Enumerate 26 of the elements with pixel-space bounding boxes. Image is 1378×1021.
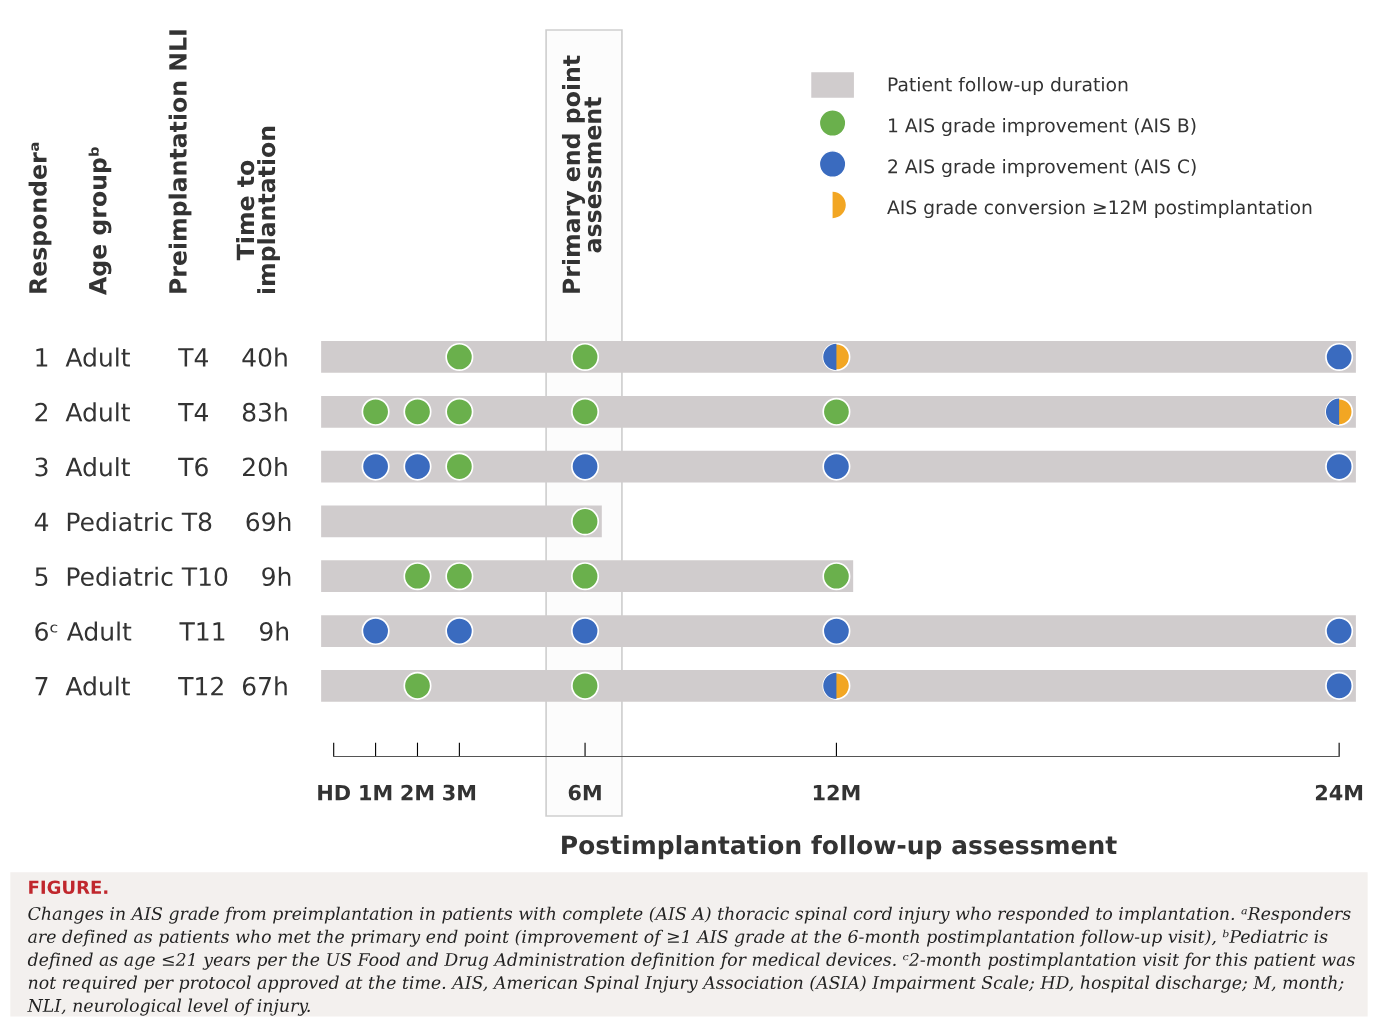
- y-tick-label: 1 Adult T4 40h: [36, 347, 287, 367]
- text: Age groupᵇ: [88, 147, 112, 295]
- x-tick-label: 1M: [360, 784, 392, 801]
- legend-label: Patient follow-up duration: [888, 76, 1128, 96]
- legend-label: AIS grade conversion ≥12M postimplantation: [887, 199, 1312, 219]
- y-tick-label: 5 Pediatric T10 9h: [35, 566, 291, 587]
- text: Responderᵃ: [28, 142, 52, 293]
- x-tick-label: 6M: [568, 784, 601, 801]
- x-axis-title: Postimplantation follow-up assessment: [562, 835, 1117, 860]
- y-tick-label: 4 Pediatric T8 69h: [34, 511, 291, 532]
- x-tick-label: 3M: [443, 784, 476, 801]
- legend-label: 2 AIS grade improvement (AIS C): [888, 158, 1196, 178]
- band-label: Primary end point assessment: [561, 55, 602, 293]
- text: Time to implantation: [236, 126, 280, 294]
- x-tick-label: HD: [318, 784, 350, 801]
- y-tick-label: 6ᶜ Adult T11 9h: [35, 621, 289, 641]
- text: Preimplantation NLI: [168, 30, 192, 293]
- legend-label: 1 AIS grade improvement (AIS B): [889, 117, 1196, 137]
- x-tick-label: 12M: [813, 784, 860, 801]
- text: Changes in AIS grade from preimplantation in patients with complete (AIS A) thoracic spinal cord injury who responded to implantation. ᵃResponders are defined as patients who met the primary end point (improvement of ≥1 AIS grade at the 6-month postimplantation follow-up visit), ᵇPediatric is defined as age ≤21 years per the US Food and Drug Administration definition for medical devices. ᶜ2-month postimplantation visit for this patient was not required per protocol approved at the time. AIS, American Spinal Injury Association (ASIA) Impairment Scale; HD, hospital discharge; M, month; NLI, neurological level of injury.: [27, 906, 1355, 1016]
- x-tick-label: 2M: [401, 784, 434, 801]
- y-tick-label: 3 Adult T6 20h: [35, 457, 287, 477]
- y-tick-label: 2 Adult T4 83h: [35, 402, 287, 422]
- text: FIGURE.: [29, 880, 108, 895]
- y-tick-label: 7 Adult T12 67h: [35, 676, 287, 696]
- x-tick-label: 24M: [1315, 784, 1363, 801]
